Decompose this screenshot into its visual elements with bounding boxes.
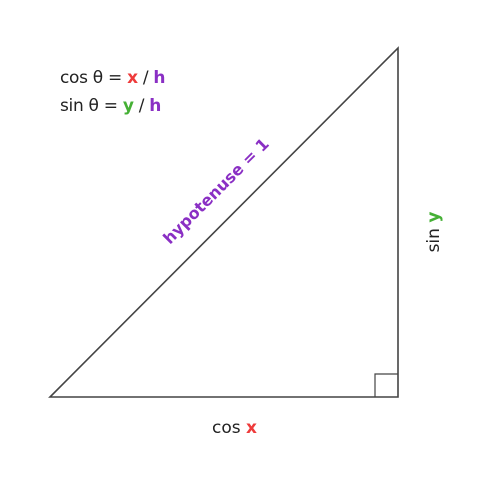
- right-angle-marker: [374, 373, 398, 397]
- cos-formula-x: x: [127, 68, 138, 88]
- adjacent-label-var: x: [246, 418, 257, 438]
- cos-formula-sep: /: [137, 68, 154, 88]
- opposite-side-label: sin y: [424, 212, 444, 253]
- opposite-label-var: y: [424, 211, 444, 223]
- right-triangle: [48, 46, 399, 398]
- cos-formula-h: h: [153, 68, 166, 88]
- cos-formula-eq: =: [102, 68, 128, 88]
- sin-formula-y: y: [122, 96, 134, 116]
- sin-formula-sep: /: [133, 96, 150, 116]
- sin-formula: sin θ = y / h: [60, 96, 161, 116]
- opposite-label-fn: sin: [424, 222, 444, 253]
- sin-formula-eq: =: [98, 96, 123, 116]
- cos-formula: cos θ = x / h: [60, 68, 165, 88]
- sin-formula-h: h: [149, 96, 162, 116]
- adjacent-side-label: cos x: [212, 418, 257, 438]
- sin-formula-lhs: sin θ: [60, 96, 99, 116]
- adjacent-label-fn: cos: [212, 418, 247, 438]
- cos-formula-lhs: cos θ: [60, 68, 103, 88]
